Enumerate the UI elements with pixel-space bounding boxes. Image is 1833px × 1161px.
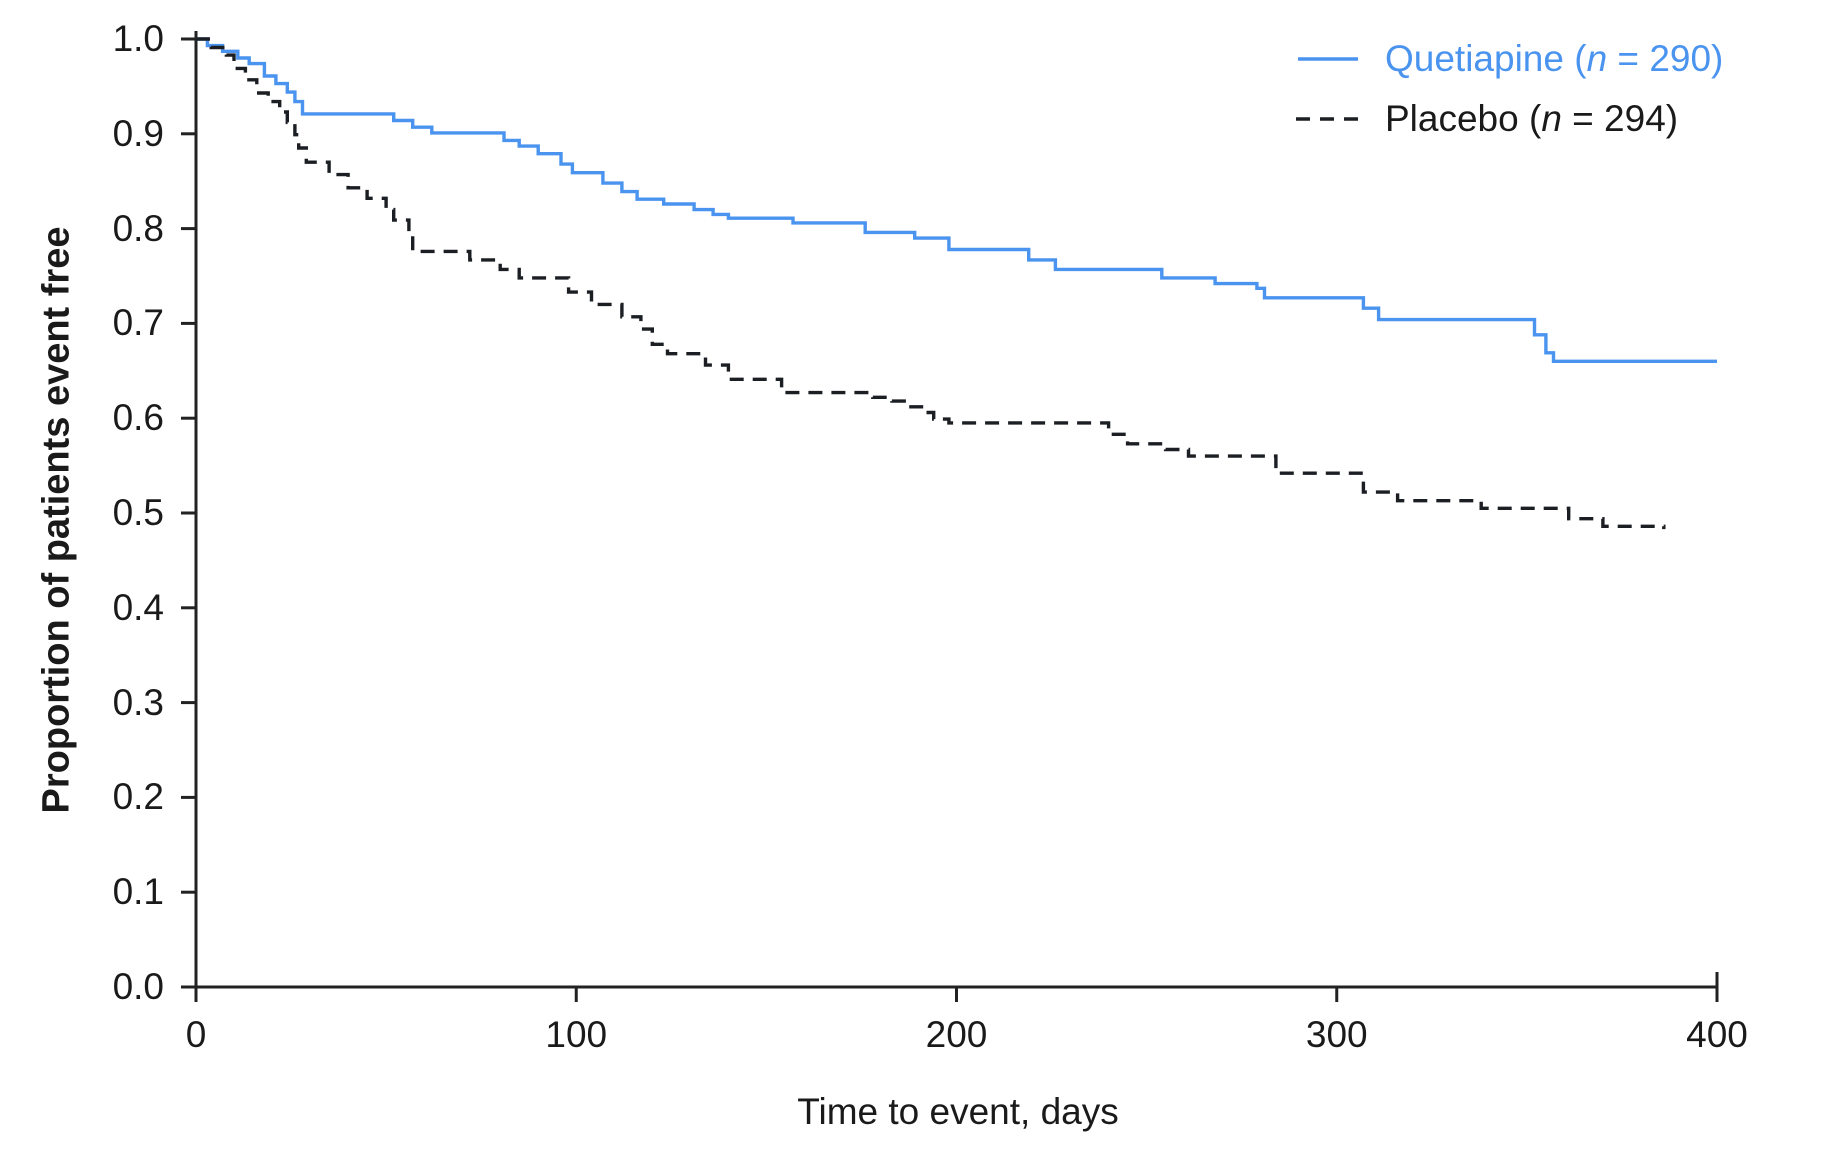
quetiapine-line-sample-icon (1298, 57, 1358, 61)
series-placebo-curve (196, 37, 1666, 530)
legend-label-placebo: Placebo (n = 294) (1385, 98, 1678, 140)
x-axis-title: Time to event, days (797, 1091, 1119, 1132)
legend-label-quetiapine: Quetiapine (n = 290) (1385, 38, 1723, 80)
x-tick-label: 200 (925, 1014, 988, 1055)
x-tick-label: 0 (185, 1014, 207, 1055)
legend-count: = 294) (1561, 98, 1679, 139)
x-tick-label: 300 (1305, 1014, 1368, 1055)
y-tick-label: 0.7 (112, 302, 164, 344)
legend-n-italic: n (1586, 38, 1608, 79)
legend-item-placebo: Placebo (n = 294) (1295, 97, 1723, 141)
legend: Quetiapine (n = 290) Placebo (n = 294) (1295, 37, 1723, 141)
placebo-line-sample-icon (1296, 117, 1361, 121)
y-tick-label: 0.5 (112, 492, 164, 533)
y-tick-label: 1.0 (112, 18, 164, 59)
y-tick-label: 0.0 (112, 966, 164, 1007)
y-tick-label: 0.2 (112, 776, 164, 818)
y-tick-label: 0.4 (112, 586, 164, 628)
legend-n-italic: n (1541, 98, 1562, 139)
legend-item-quetiapine: Quetiapine (n = 290) (1295, 37, 1723, 81)
legend-text: Placebo ( (1385, 98, 1542, 139)
legend-text: Quetiapine ( (1385, 38, 1587, 79)
y-axis-title: Proportion of patients event free (35, 226, 78, 814)
x-tick-label: 400 (1686, 1014, 1748, 1055)
x-tick-label: 100 (545, 1014, 608, 1055)
series-quetiapine-curve (196, 37, 1717, 363)
y-tick-label: 0.9 (112, 112, 164, 154)
axis-spines (194, 31, 1719, 989)
y-tick-label: 0.8 (112, 207, 164, 249)
y-tick-label: 0.6 (112, 397, 164, 439)
legend-count: = 290) (1607, 38, 1724, 79)
y-tick-label: 0.1 (112, 871, 164, 913)
y-tick-label: 0.3 (112, 681, 164, 723)
